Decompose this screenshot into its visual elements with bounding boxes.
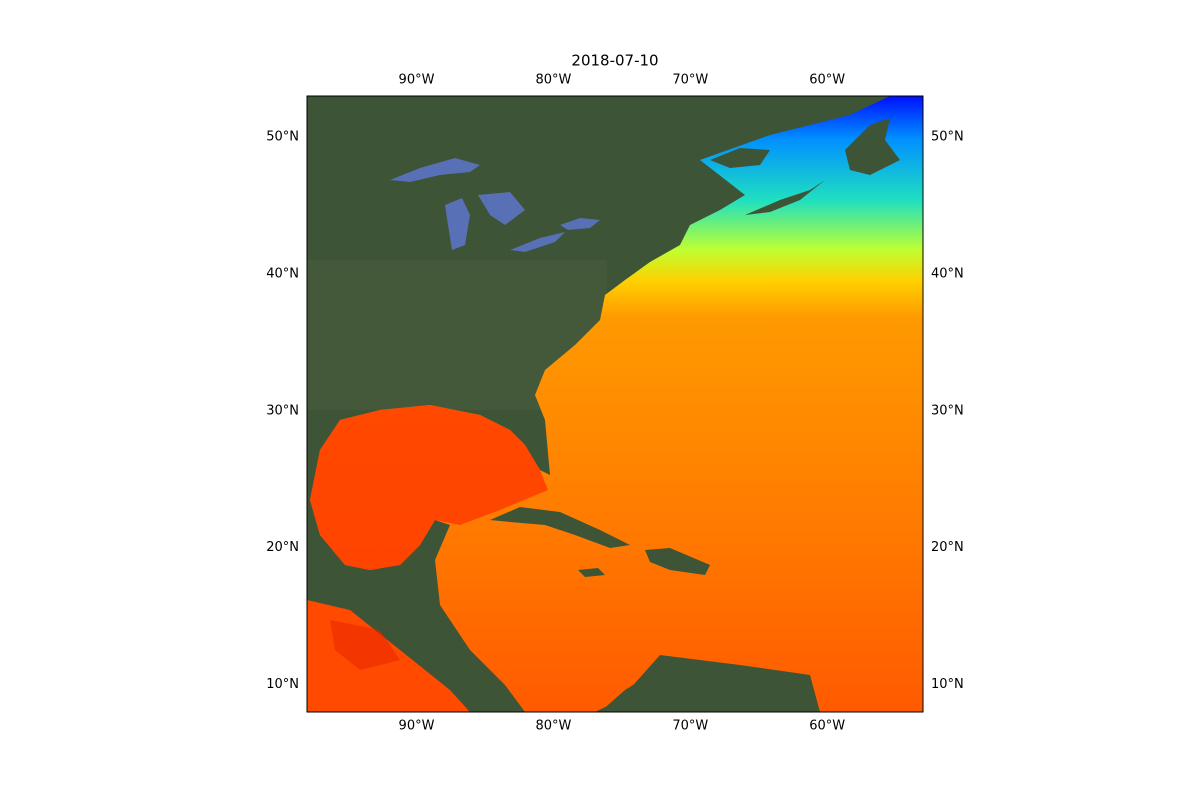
ocean: [310, 96, 923, 712]
y-tick-label: 50°N: [266, 130, 299, 145]
lake-huron: [478, 192, 525, 225]
map-imagery: [307, 96, 923, 712]
newfoundland: [845, 118, 900, 175]
south-america: [600, 668, 820, 712]
y-tick-label: 30°N: [931, 403, 964, 418]
y-tick-label: 10°N: [266, 677, 299, 692]
x-tick-label: 70°W: [672, 719, 708, 734]
gaspe: [710, 148, 770, 168]
x-tick-label: 70°W: [672, 73, 708, 88]
gulf-of-mexico: [310, 405, 548, 570]
lake-erie: [510, 232, 565, 252]
y-tick-label: 30°N: [266, 403, 299, 418]
cuba: [490, 507, 630, 548]
pacific-warm: [330, 620, 400, 670]
x-tick-label: 60°W: [809, 73, 845, 88]
x-tick-label: 90°W: [399, 73, 435, 88]
y-tick-label: 20°N: [931, 540, 964, 555]
x-tick-label: 60°W: [809, 719, 845, 734]
map-frame: [306, 95, 924, 713]
x-tick-label: 80°W: [535, 73, 571, 88]
lake-michigan: [445, 198, 470, 250]
x-tick-label: 80°W: [535, 719, 571, 734]
y-tick-label: 40°N: [266, 266, 299, 281]
y-tick-label: 10°N: [931, 677, 964, 692]
y-tick-label: 40°N: [931, 266, 964, 281]
lake-superior: [390, 158, 480, 182]
map-title: 2018-07-10: [571, 52, 658, 70]
x-tick-label: 90°W: [399, 719, 435, 734]
y-tick-label: 20°N: [266, 540, 299, 555]
jamaica: [578, 568, 605, 577]
y-tick-label: 50°N: [931, 130, 964, 145]
hispaniola: [645, 548, 710, 575]
lake-ontario: [560, 218, 600, 230]
